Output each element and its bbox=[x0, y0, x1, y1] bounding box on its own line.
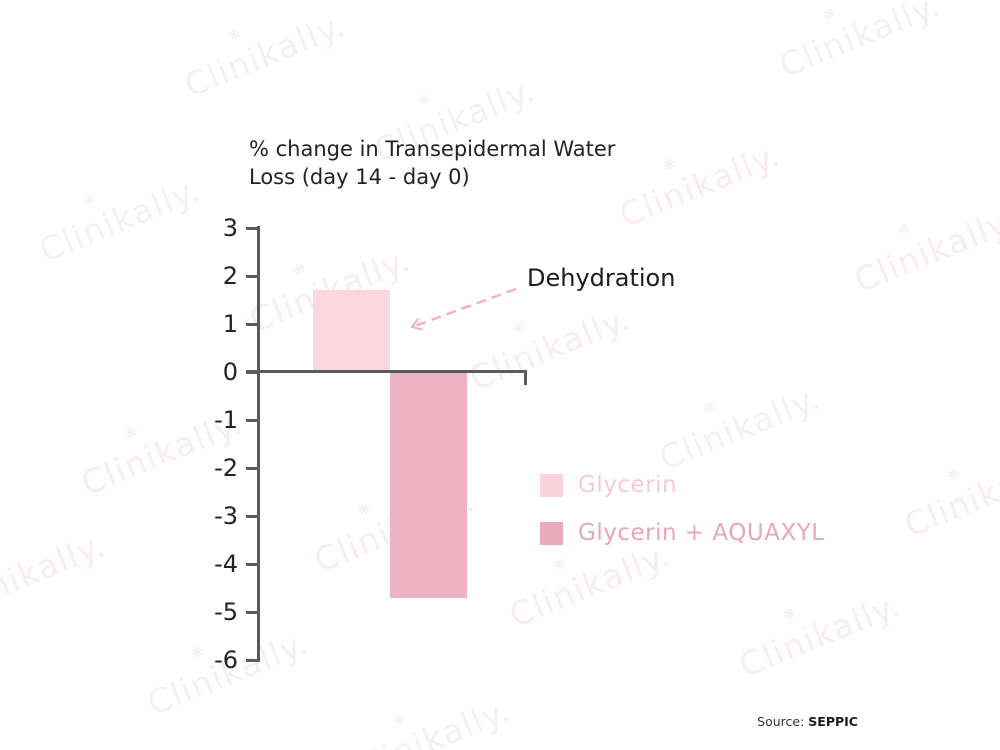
y-tick-label: -3 bbox=[214, 502, 238, 530]
chart-title-line-1: % change in Transepidermal Water bbox=[249, 137, 616, 161]
clinikally-watermark: ❋Clinikally. bbox=[344, 690, 517, 750]
y-tick-mark bbox=[246, 274, 259, 278]
clinikally-logo-icon: ❋ bbox=[389, 708, 409, 731]
y-tick-mark bbox=[246, 658, 259, 662]
clinikally-watermark: ❋Clinikally. bbox=[734, 585, 907, 685]
watermark-text: Clinikally. bbox=[848, 200, 1000, 300]
y-tick-mark bbox=[246, 370, 259, 374]
y-tick-mark bbox=[246, 610, 259, 614]
clinikally-logo-icon: ❋ bbox=[354, 498, 374, 521]
clinikally-watermark: ❋Clinikally. bbox=[0, 525, 111, 625]
dashed-arrow-icon bbox=[410, 287, 517, 331]
y-tick-mark bbox=[246, 322, 259, 326]
watermark-text: Clinikally. bbox=[343, 690, 517, 750]
clinikally-watermark: ❋Clinikally. bbox=[774, 0, 947, 85]
clinikally-logo-icon: ❋ bbox=[289, 258, 309, 281]
y-tick-mark bbox=[246, 562, 259, 566]
source-prefix: Source: bbox=[757, 714, 805, 729]
legend-swatch-glycerin bbox=[540, 473, 563, 497]
chart-title-line-2: Loss (day 14 - day 0) bbox=[249, 164, 470, 189]
x-axis-end-tick bbox=[524, 372, 527, 385]
y-tick-label: -1 bbox=[214, 406, 238, 434]
source-name: SEPPIC bbox=[808, 714, 858, 729]
y-tick-label: -6 bbox=[214, 646, 238, 674]
clinikally-watermark: ❋Clinikally. bbox=[899, 445, 1000, 545]
y-tick-label: -2 bbox=[214, 454, 238, 482]
watermark-text: Clinikally. bbox=[178, 5, 352, 105]
y-tick-label: 2 bbox=[222, 262, 238, 290]
clinikally-logo-icon: ❋ bbox=[894, 218, 914, 241]
y-tick-label: -5 bbox=[214, 598, 238, 626]
clinikally-watermark: ❋Clinikally. bbox=[849, 200, 1000, 300]
watermark-text: Clinikally. bbox=[733, 585, 907, 685]
clinikally-logo-icon: ❋ bbox=[779, 603, 799, 626]
y-tick-mark bbox=[246, 418, 259, 422]
y-tick-label: 1 bbox=[222, 310, 238, 338]
y-tick-label: 0 bbox=[222, 358, 238, 386]
legend-item-glycerin: Glycerin bbox=[540, 472, 825, 498]
watermark-text: Clinikally. bbox=[653, 378, 827, 478]
legend-label-glycerin-aquaxyl: Glycerin + AQUAXYL bbox=[578, 520, 825, 546]
legend-swatch-glycerin-aquaxyl bbox=[540, 521, 563, 545]
clinikally-logo-icon: ❋ bbox=[121, 421, 141, 444]
legend: Glycerin Glycerin + AQUAXYL bbox=[540, 472, 825, 568]
clinikally-logo-icon: ❋ bbox=[79, 188, 99, 211]
clinikally-logo-icon: ❋ bbox=[414, 88, 434, 111]
clinikally-logo-icon: ❋ bbox=[944, 463, 964, 486]
y-tick-label: 3 bbox=[222, 214, 238, 242]
clinikally-logo-icon: ❋ bbox=[699, 396, 719, 419]
y-tick-mark bbox=[246, 226, 259, 230]
watermark-text: Clinikally. bbox=[0, 525, 112, 625]
legend-item-glycerin-aquaxyl: Glycerin + AQUAXYL bbox=[540, 520, 825, 546]
clinikally-watermark: ❋Clinikally. bbox=[179, 5, 352, 105]
clinikally-watermark: ❋Clinikally. bbox=[614, 135, 787, 235]
y-tick-label: -4 bbox=[214, 550, 238, 578]
clinikally-watermark: ❋Clinikally. bbox=[654, 378, 827, 478]
y-tick-mark bbox=[246, 514, 259, 518]
clinikally-logo-icon: ❋ bbox=[819, 3, 839, 26]
clinikally-logo-icon: ❋ bbox=[659, 153, 679, 176]
watermark-text: Clinikally. bbox=[898, 445, 1000, 545]
legend-label-glycerin: Glycerin bbox=[578, 472, 678, 498]
source-credit: Source: SEPPIC bbox=[757, 714, 858, 729]
bar-glycerin bbox=[313, 290, 390, 372]
annotation-dehydration-label: Dehydration bbox=[527, 264, 676, 292]
y-axis-line bbox=[257, 226, 260, 662]
y-tick-mark bbox=[246, 466, 259, 470]
clinikally-logo-icon: ❋ bbox=[224, 23, 244, 46]
x-axis-zero-line bbox=[246, 370, 527, 373]
watermark-text: Clinikally. bbox=[773, 0, 947, 85]
chart-title: % change in Transepidermal Water Loss (d… bbox=[249, 136, 615, 191]
bar-glycerin-aquaxyl bbox=[390, 372, 467, 598]
watermark-text: Clinikally. bbox=[613, 135, 787, 235]
